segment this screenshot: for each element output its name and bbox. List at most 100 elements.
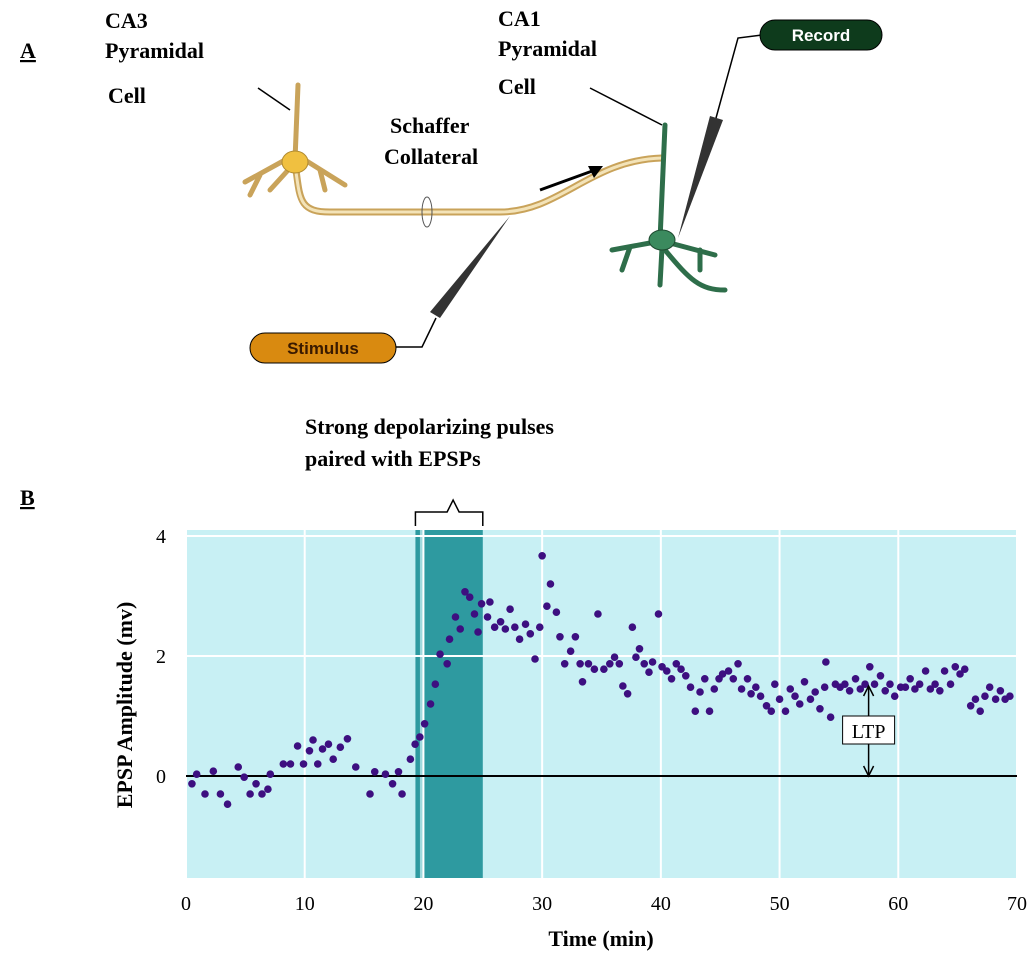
data-point (996, 687, 1005, 695)
ca1-label: Pyramidal (498, 36, 597, 61)
data-point (234, 763, 243, 771)
data-point (351, 763, 360, 771)
record-label: Record (792, 26, 851, 45)
ca1-label: CA1 (498, 6, 541, 31)
data-point (1006, 692, 1014, 700)
x-tick-label: 40 (651, 893, 671, 915)
data-point (610, 653, 619, 661)
ca3-label: Pyramidal (105, 38, 204, 63)
ca3-label: Cell (108, 83, 146, 108)
data-point (615, 660, 624, 668)
data-point (956, 670, 964, 678)
record-button (759, 19, 883, 51)
annotation: Strong depolarizing pulses (305, 414, 554, 439)
ltp-box (842, 715, 896, 745)
data-point (724, 667, 733, 675)
axon (294, 156, 663, 214)
data-point (781, 707, 790, 715)
data-point (890, 692, 899, 700)
data-point (677, 665, 685, 673)
data-point (931, 680, 939, 688)
data-point (619, 682, 627, 690)
data-point (762, 702, 771, 710)
data-point (786, 685, 795, 693)
data-point (543, 602, 551, 610)
data-point (710, 685, 719, 693)
data-point (445, 635, 454, 643)
data-point (451, 613, 460, 621)
data-point (966, 702, 975, 710)
data-point (560, 660, 569, 668)
data-point (511, 623, 519, 631)
x-tick-label: 50 (770, 893, 790, 915)
ca1-soma (648, 229, 676, 251)
pathway-label: Collateral (384, 144, 478, 169)
data-point (336, 743, 345, 751)
data-point (366, 790, 374, 798)
data-point (640, 660, 649, 668)
ca1-label: Cell (498, 74, 536, 99)
data-point (470, 610, 479, 618)
bracket (414, 498, 484, 526)
annotation: paired with EPSPs (305, 446, 481, 471)
data-point (667, 675, 676, 683)
data-point (416, 733, 424, 741)
stimulus-electrode (430, 216, 510, 318)
y-axis-label: EPSP Amplitude (mv) (112, 602, 137, 809)
data-point (486, 598, 494, 606)
data-point (936, 687, 944, 695)
data-point (420, 720, 429, 728)
data-point (734, 660, 742, 668)
ca3-label: CA3 (105, 8, 148, 33)
x-tick-label: 70 (1007, 893, 1027, 915)
data-point (436, 650, 444, 658)
data-point (960, 665, 969, 673)
data-point (981, 692, 989, 700)
panel-label: A (20, 38, 36, 63)
data-point (474, 628, 482, 636)
x-tick-label: 30 (532, 893, 552, 915)
data-point (756, 692, 765, 700)
data-point (632, 653, 640, 661)
data-point (305, 747, 314, 755)
data-point (743, 675, 752, 683)
data-point (535, 623, 544, 631)
data-point (252, 780, 260, 788)
data-point (501, 625, 510, 633)
data-point (856, 685, 865, 693)
y-tick-label: 0 (156, 766, 166, 788)
data-point (841, 680, 849, 688)
data-point (201, 790, 209, 798)
data-point (426, 700, 435, 708)
data-point (901, 683, 910, 691)
data-point (584, 660, 593, 668)
data-point (546, 580, 555, 588)
diagram: A CA3 Pyramidal Cell CA1 Pyramidal Cell … (20, 6, 883, 364)
data-point (594, 610, 602, 618)
data-point (394, 768, 403, 776)
x-tick-label: 60 (888, 893, 908, 915)
data-point (816, 705, 824, 713)
data-point (820, 683, 829, 691)
ca1-cell (609, 122, 728, 293)
data-point (576, 660, 584, 668)
data-point (381, 770, 390, 778)
data-point (672, 660, 681, 668)
pathway-label: Schaffer (390, 113, 470, 138)
data-point (264, 785, 272, 793)
data-point (258, 790, 266, 798)
data-point (718, 670, 727, 678)
x-tick-label: 0 (181, 893, 191, 915)
data-point (496, 618, 505, 626)
data-point (915, 680, 924, 688)
data-point (313, 760, 322, 768)
data-point (662, 667, 671, 675)
data-point (771, 680, 779, 688)
data-point (606, 660, 614, 668)
data-point (246, 790, 254, 798)
data-point (971, 695, 980, 703)
x-axis-label: Time (min) (548, 926, 653, 951)
plot: 0 10 20 30 40 50 60 70 0 2 4 LTP (156, 498, 1027, 915)
data-point (654, 610, 663, 618)
record-electrode (678, 116, 723, 238)
